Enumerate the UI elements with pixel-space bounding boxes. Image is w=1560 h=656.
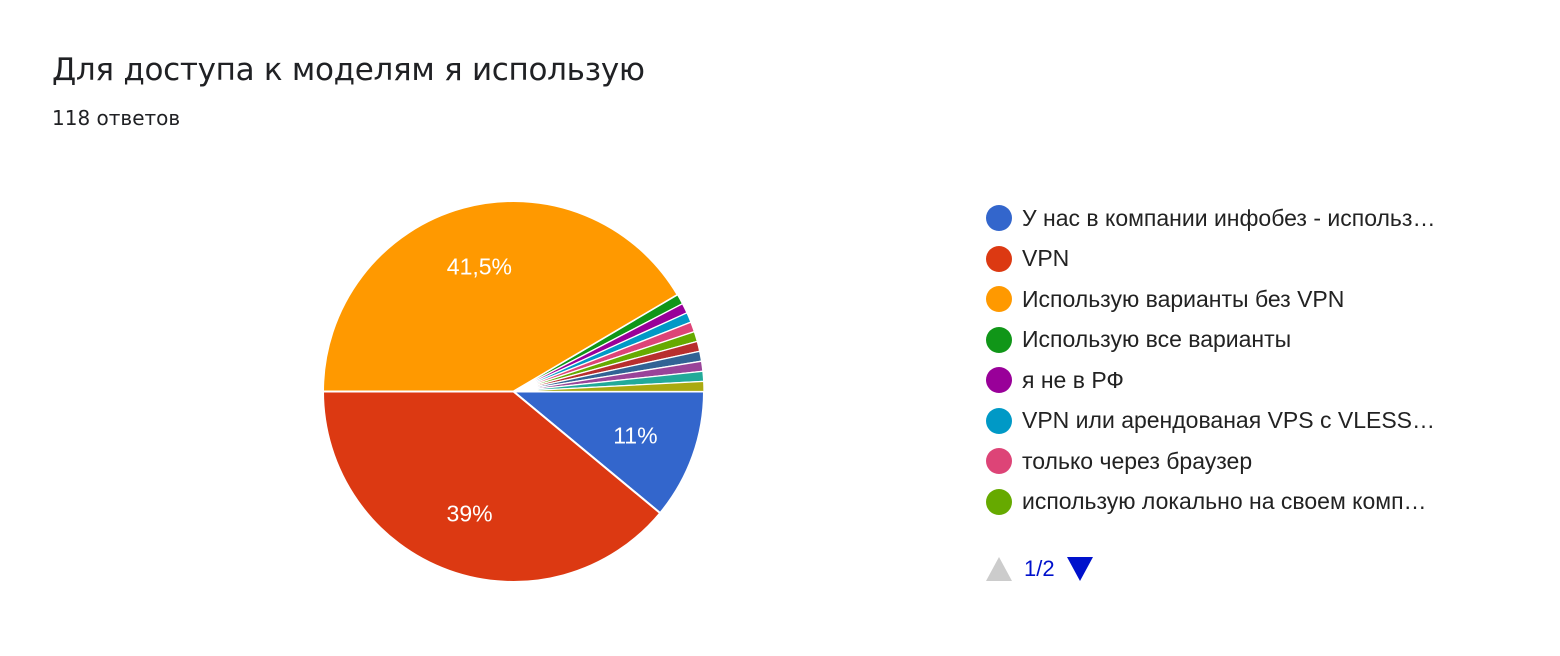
pie-chart-svg: 11% 39% 41,5% (322, 200, 705, 583)
legend-label: Использую все варианты (1022, 326, 1292, 353)
legend-dot-icon (986, 367, 1012, 394)
legend-pager: 1/2 (986, 556, 1093, 582)
legend-label: Использую варианты без VPN (1022, 285, 1345, 312)
legend-label: использую локально на своем комп… (1022, 488, 1427, 515)
legend-item-2[interactable]: Использую варианты без VPN (986, 279, 1435, 320)
legend-label: я не в РФ (1022, 366, 1124, 393)
legend-dot-icon (986, 286, 1012, 313)
legend: У нас в компании инфобез - использ… VPN … (986, 198, 1435, 522)
legend-item-5[interactable]: VPN или арендованая VPS с VLESS… (986, 401, 1435, 442)
triangle-up-icon[interactable] (986, 557, 1012, 581)
legend-label: VPN (1022, 245, 1070, 272)
legend-item-4[interactable]: я не в РФ (986, 360, 1435, 401)
legend-item-0[interactable]: У нас в компании инфобез - использ… (986, 198, 1435, 239)
legend-dot-icon (986, 205, 1012, 232)
legend-dot-icon (986, 448, 1012, 475)
legend-item-1[interactable]: VPN (986, 239, 1435, 280)
chart-title: Для доступа к моделям я использую (52, 52, 645, 88)
triangle-down-icon[interactable] (1066, 557, 1093, 581)
legend-label: VPN или арендованая VPS с VLESS… (1022, 407, 1436, 434)
slice-percent-label: 39% (447, 500, 493, 526)
legend-item-6[interactable]: только через браузер (986, 441, 1435, 482)
slice-percent-label: 41,5% (447, 254, 512, 280)
legend-label: только через браузер (1022, 447, 1253, 474)
legend-dot-icon (986, 326, 1012, 353)
legend-item-7[interactable]: использую локально на своем комп… (986, 482, 1435, 523)
legend-item-3[interactable]: Использую все варианты (986, 320, 1435, 361)
pie-slice[interactable] (512, 380, 705, 393)
legend-dot-icon (986, 407, 1012, 434)
pie-chart: 11% 39% 41,5% (322, 200, 705, 583)
response-count: 118 ответов (52, 106, 181, 130)
pie-slice[interactable] (512, 390, 705, 515)
legend-dot-icon (986, 488, 1012, 515)
legend-label: У нас в компании инфобез - использ… (1022, 204, 1436, 231)
pager-page-indicator: 1/2 (1024, 556, 1055, 581)
pie-slice[interactable] (322, 390, 662, 583)
slice-percent-label: 11% (613, 422, 657, 448)
legend-dot-icon (986, 245, 1012, 272)
pie-slice[interactable] (322, 200, 679, 393)
